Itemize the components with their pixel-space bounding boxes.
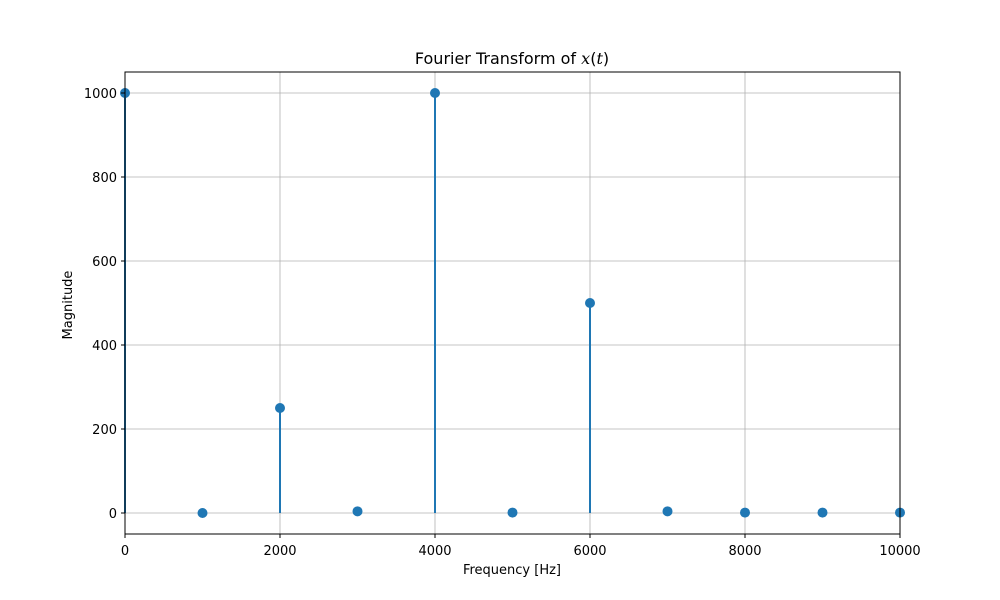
y-axis-ticks: 0 200 400 600 800 1000 — [84, 87, 125, 522]
stem-marker — [585, 298, 595, 308]
stem-marker — [352, 506, 363, 517]
grid-lines — [124, 72, 901, 534]
stem-markers — [120, 88, 905, 518]
stem-marker — [197, 508, 208, 518]
stem-marker — [662, 506, 673, 517]
x-tick-label: 10000 — [879, 544, 920, 559]
stem-marker — [740, 507, 750, 518]
x-tick-label: 0 — [121, 544, 129, 559]
stem-lines — [124, 93, 901, 513]
plot-frame — [124, 71, 901, 535]
stem-marker — [275, 403, 285, 413]
stem-marker — [817, 507, 828, 518]
y-tick-label: 1000 — [84, 87, 117, 102]
y-tick-label: 600 — [92, 255, 117, 270]
chart-title: Fourier Transform of x(t) — [415, 49, 609, 68]
y-tick-label: 0 — [109, 507, 117, 522]
y-tick-label: 400 — [92, 339, 117, 354]
x-axis-label: Frequency [Hz] — [463, 563, 561, 578]
stem-marker — [430, 88, 440, 98]
x-tick-label: 4000 — [418, 544, 451, 559]
x-axis-ticks: 0 2000 4000 6000 8000 10000 — [121, 534, 921, 559]
x-tick-label: 6000 — [573, 544, 606, 559]
stem-marker — [507, 507, 518, 518]
y-tick-label: 200 — [92, 423, 117, 438]
x-tick-label: 8000 — [728, 544, 761, 559]
y-axis-label: Magnitude — [61, 271, 76, 340]
y-tick-label: 800 — [92, 171, 117, 186]
x-tick-label: 2000 — [263, 544, 296, 559]
